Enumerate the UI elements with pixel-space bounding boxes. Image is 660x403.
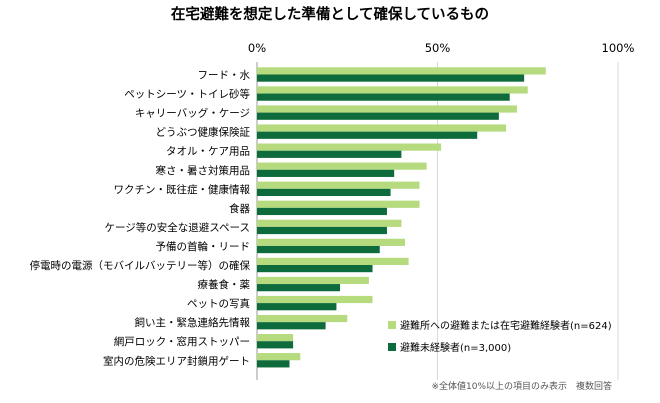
bar-experienced xyxy=(257,67,546,75)
legend-label-inexperienced: 避難未経験者(n=3,000) xyxy=(400,341,511,354)
category-label: タオル・ケア用品 xyxy=(166,146,250,158)
category-label: キャリーバッグ・ケージ xyxy=(135,107,250,120)
bar-experienced xyxy=(257,86,528,94)
bar-experienced xyxy=(257,257,409,265)
bar-experienced xyxy=(257,124,507,132)
category-label: 室内の危険エリア封鎖用ゲート xyxy=(103,354,250,367)
bar-experienced xyxy=(257,143,442,151)
category-label: 予備の首輪・リード xyxy=(156,240,251,253)
category-label: 療養食・薬 xyxy=(198,278,251,291)
bar-inexperienced xyxy=(257,169,395,177)
bar-inexperienced xyxy=(257,245,380,254)
category-label: ペットシーツ・トイレ砂等 xyxy=(124,88,250,101)
bar-experienced xyxy=(257,200,420,208)
bar-inexperienced xyxy=(257,93,510,101)
bar-inexperienced xyxy=(257,265,373,273)
bar-inexperienced xyxy=(257,360,290,368)
bar-experienced xyxy=(257,334,294,342)
category-label: 停電時の電源（モバイルバッテリー等）の確保 xyxy=(30,259,251,272)
category-label: ペットの写真 xyxy=(187,297,250,310)
footnote: ※全体値10%以上の項目のみ表示 複数回答 xyxy=(431,380,612,392)
bar-inexperienced xyxy=(257,207,387,216)
bar-inexperienced xyxy=(257,284,341,292)
bar-experienced xyxy=(257,238,406,246)
legend-swatch-experienced xyxy=(388,321,396,329)
category-labels: フード・水ペットシーツ・トイレ砂等キャリーバッグ・ケージどうぶつ健康保険証タオル… xyxy=(30,70,251,368)
bar-experienced xyxy=(257,219,402,227)
category-label: ケージ等の安全な退避スペース xyxy=(104,221,250,234)
bar-inexperienced xyxy=(257,322,326,330)
x-axis-ticks: 0% 50% 100% xyxy=(248,41,635,55)
bar-inexperienced xyxy=(257,150,402,158)
legend: 避難所への避難または在宅避難経験者(n=624) 避難未経験者(n=3,000) xyxy=(388,319,612,354)
x-tick-label: 100% xyxy=(602,41,635,55)
bar-experienced xyxy=(257,162,427,170)
bar-inexperienced xyxy=(257,131,478,139)
bars xyxy=(257,67,546,368)
category-label: 飼い主・緊急連絡先情報 xyxy=(135,316,251,329)
bar-experienced xyxy=(257,353,301,361)
bar-experienced xyxy=(257,105,517,113)
category-label: 寒さ・暑さ対策用品 xyxy=(156,164,251,177)
category-label: ワクチン・既往症・健康情報 xyxy=(114,183,251,196)
chart-title: 在宅避難を想定した準備として確保しているもの xyxy=(171,5,489,23)
category-label: 食器 xyxy=(229,202,250,215)
bar-experienced xyxy=(257,276,369,285)
bar-inexperienced xyxy=(257,112,499,120)
category-label: フード・水 xyxy=(198,70,251,82)
bar-experienced xyxy=(257,295,373,304)
bar-inexperienced xyxy=(257,341,294,349)
bar-experienced xyxy=(257,181,420,189)
bar-inexperienced xyxy=(257,303,337,311)
bar-inexperienced xyxy=(257,226,387,235)
category-label: 網戸ロック・窓用ストッパー xyxy=(114,335,250,348)
category-label: どうぶつ健康保険証 xyxy=(156,126,251,139)
bar-inexperienced xyxy=(257,188,391,196)
bar-experienced xyxy=(257,314,348,323)
x-tick-label: 50% xyxy=(425,41,451,55)
legend-label-experienced: 避難所への避難または在宅避難経験者(n=624) xyxy=(400,319,612,332)
x-tick-label: 0% xyxy=(248,41,266,55)
legend-swatch-inexperienced xyxy=(388,343,396,351)
bar-inexperienced xyxy=(257,74,525,82)
